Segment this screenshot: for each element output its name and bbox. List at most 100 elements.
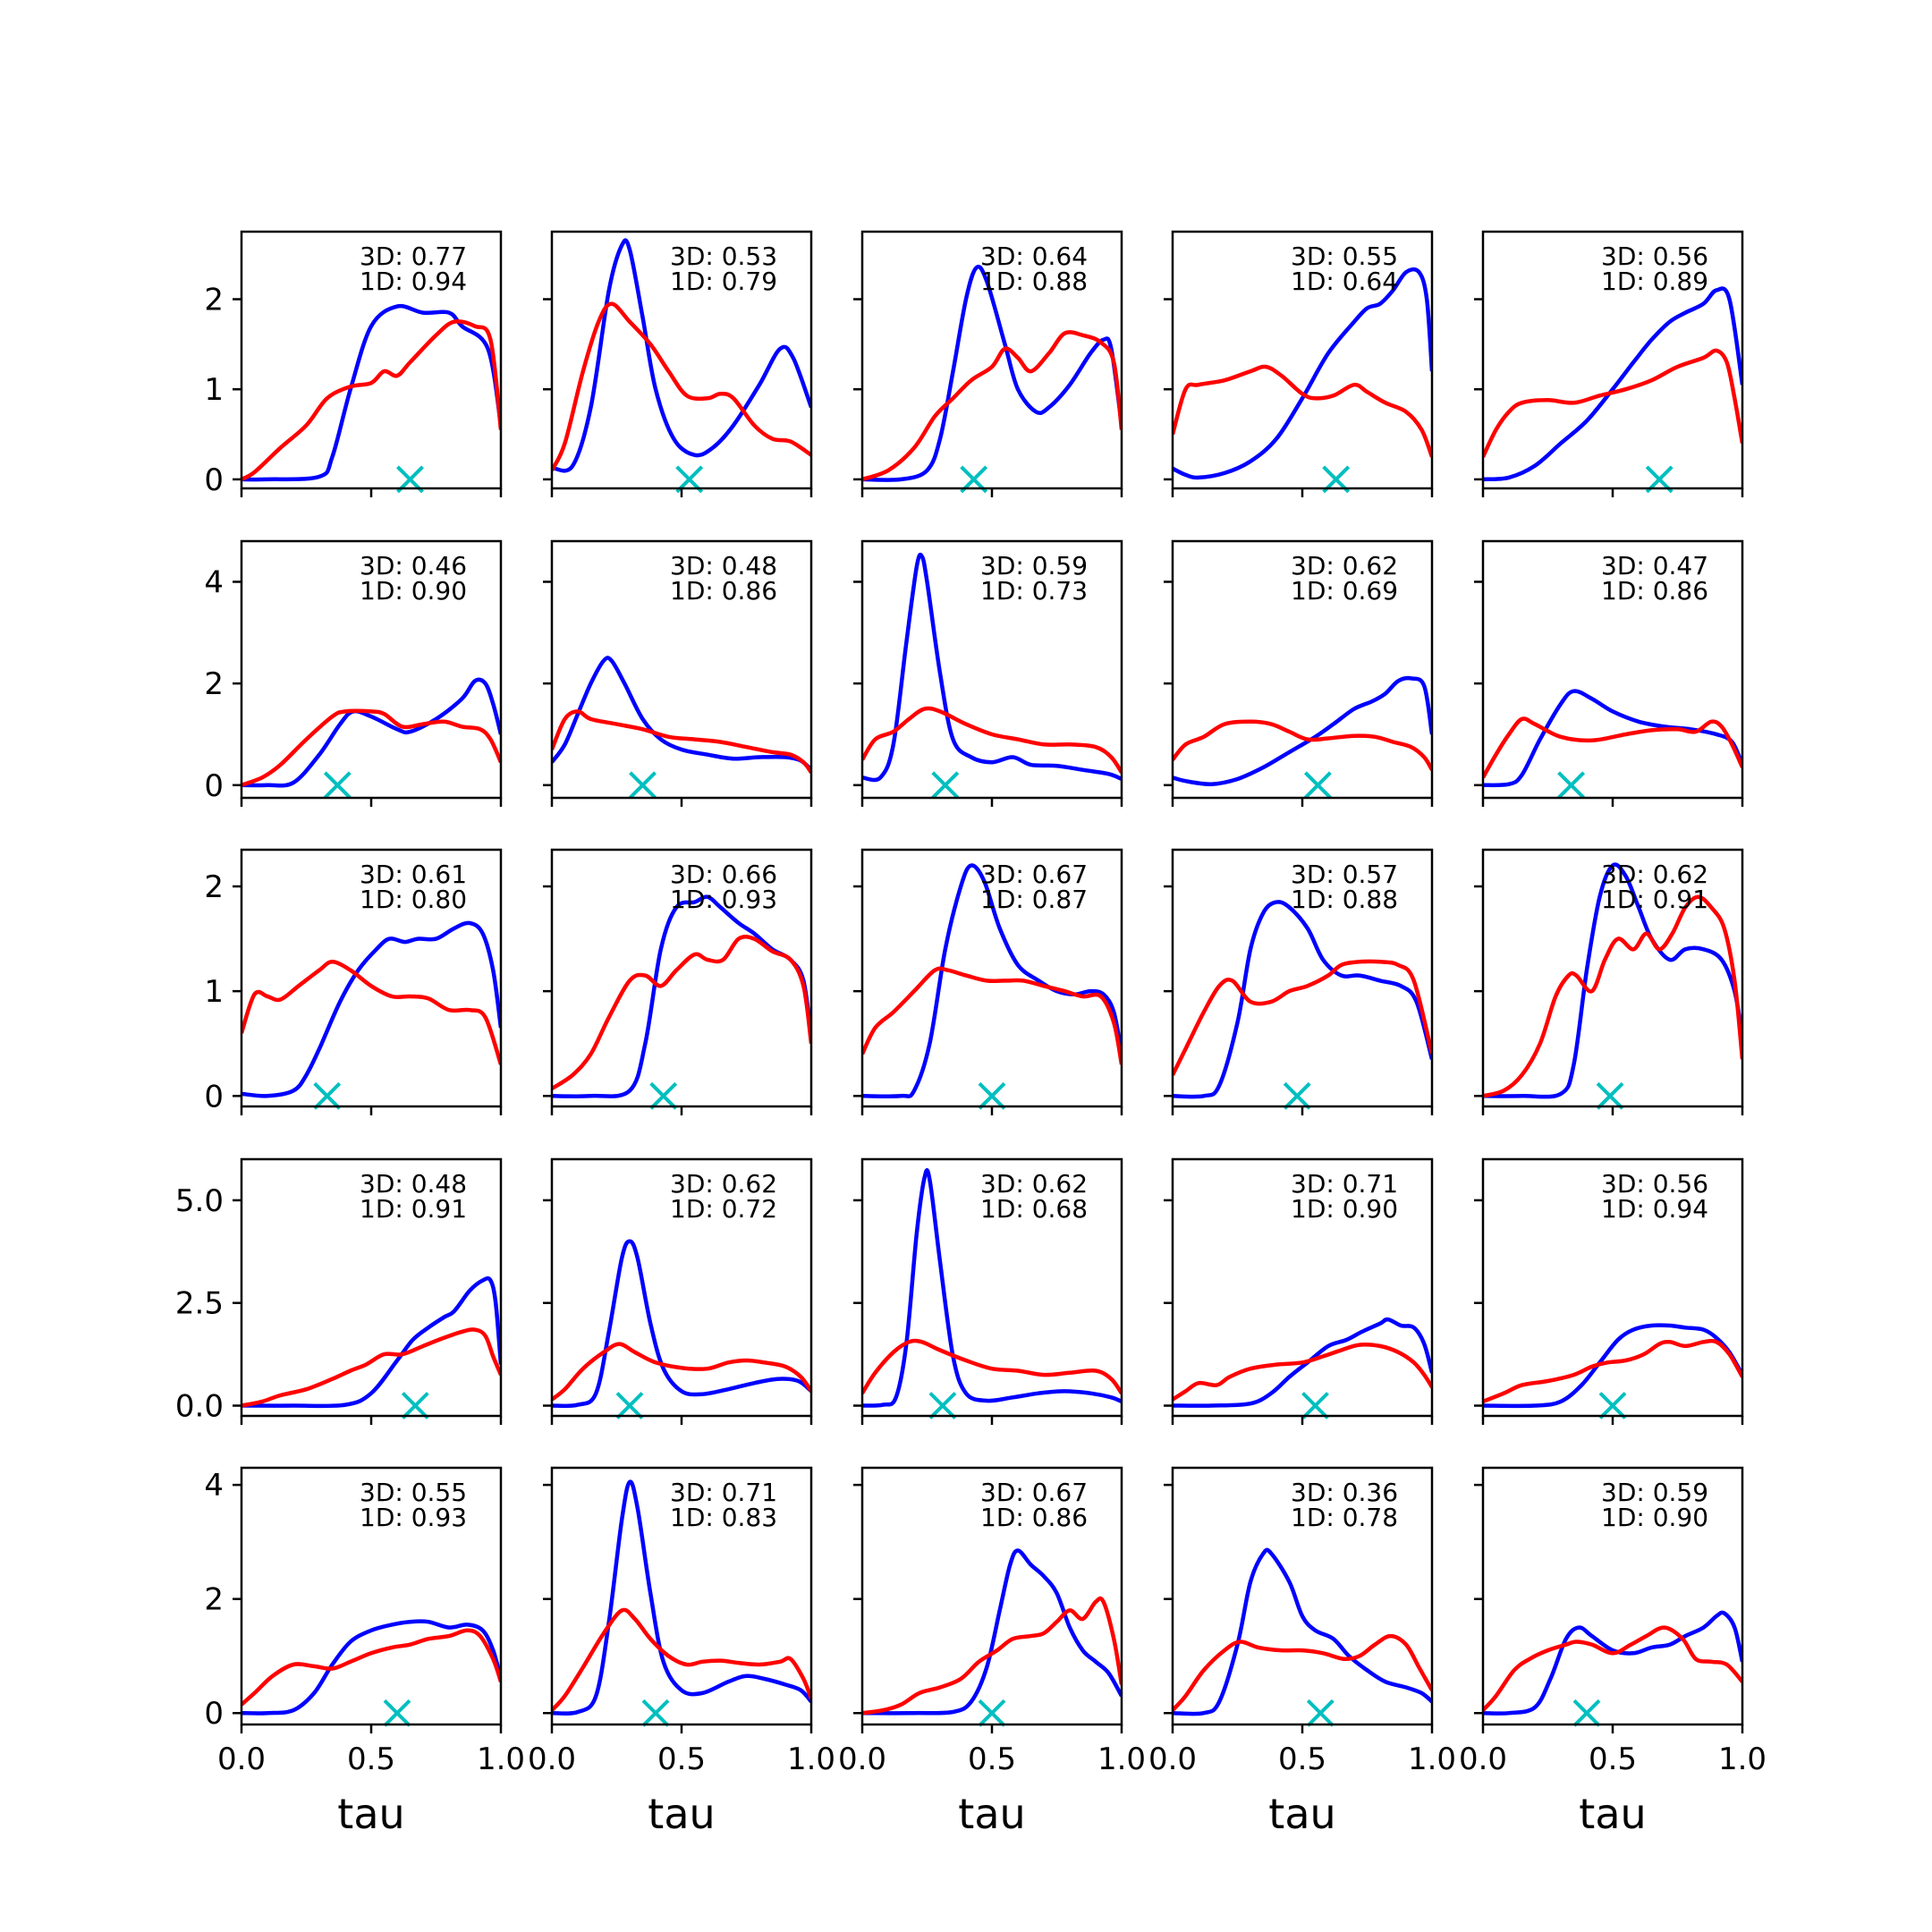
annotation-1d: 1D: 0.94 [360, 267, 467, 296]
blue-series-line [862, 264, 1122, 482]
annotation-3d: 3D: 0.62 [1291, 551, 1398, 580]
annotation-3d: 3D: 0.55 [360, 1478, 467, 1507]
y-tick-label: 0 [204, 768, 224, 804]
x-tick-label: 0.0 [1459, 1741, 1507, 1777]
x-marker [928, 1392, 957, 1419]
blue-series-line [552, 1239, 811, 1409]
x-marker [1283, 1081, 1311, 1110]
annotation-3d: 3D: 0.56 [1601, 242, 1708, 271]
annotation-1d: 1D: 0.73 [980, 576, 1088, 606]
annotation-1d: 1D: 0.78 [1291, 1503, 1398, 1532]
annotation-1d: 1D: 0.94 [1601, 1194, 1708, 1224]
annotation-3d: 3D: 0.57 [1291, 860, 1398, 889]
x-tick-label: 1.0 [1408, 1741, 1456, 1777]
annotation-1d: 1D: 0.83 [670, 1503, 777, 1532]
annotation-3d: 3D: 0.61 [360, 860, 467, 889]
annotation-1d: 1D: 0.86 [1601, 576, 1708, 606]
x-marker [641, 1699, 670, 1727]
annotation-3d: 3D: 0.62 [1601, 860, 1708, 889]
y-tick-label: 0 [204, 462, 224, 498]
y-tick-label: 1 [204, 372, 224, 408]
x-tick-label: 0.5 [1278, 1741, 1326, 1777]
annotation-3d: 3D: 0.67 [980, 860, 1088, 889]
blue-series-line [242, 920, 501, 1098]
annotation-1d: 1D: 0.86 [670, 576, 777, 606]
red-series-line [242, 960, 501, 1065]
blue-series-line [552, 1479, 811, 1716]
x-tick-label: 0.0 [838, 1741, 886, 1777]
annotation-3d: 3D: 0.46 [360, 551, 467, 580]
red-series-line [552, 709, 811, 774]
red-series-line [862, 330, 1122, 482]
annotation-3d: 3D: 0.55 [1291, 242, 1398, 271]
annotation-1d: 1D: 0.91 [1601, 885, 1708, 914]
x-tick-label: 0.0 [217, 1741, 266, 1777]
annotation-1d: 1D: 0.80 [360, 885, 467, 914]
annotation-3d: 3D: 0.71 [670, 1478, 777, 1507]
red-series-line [242, 1327, 501, 1408]
annotation-1d: 1D: 0.89 [1601, 267, 1708, 296]
annotation-1d: 1D: 0.79 [670, 267, 777, 296]
x-marker [629, 771, 657, 800]
annotation-3d: 3D: 0.48 [360, 1169, 467, 1199]
x-marker [401, 1392, 429, 1419]
blue-series-line [552, 894, 811, 1098]
red-series-line [1483, 1338, 1742, 1404]
annotation-3d: 3D: 0.67 [980, 1478, 1088, 1507]
y-tick-label: 4 [204, 1468, 224, 1504]
annotation-3d: 3D: 0.66 [670, 860, 777, 889]
blue-series-line [1483, 862, 1742, 1099]
x-axis-label: tau [1268, 1790, 1335, 1838]
x-marker [649, 1081, 678, 1110]
blue-series-line [242, 1619, 501, 1716]
annotation-1d: 1D: 0.90 [360, 576, 467, 606]
blue-series-line [1483, 1610, 1742, 1716]
red-series-line [1483, 348, 1742, 458]
x-marker [1306, 1699, 1335, 1727]
x-marker [313, 1081, 342, 1110]
annotation-3d: 3D: 0.62 [980, 1169, 1088, 1199]
x-marker [323, 771, 352, 800]
x-tick-label: 0.0 [1148, 1741, 1197, 1777]
blue-series-line [1173, 1317, 1432, 1408]
red-series-line [862, 1596, 1122, 1716]
x-marker [931, 771, 960, 800]
annotation-3d: 3D: 0.53 [670, 242, 777, 271]
red-series-line [242, 708, 501, 787]
annotation-3d: 3D: 0.36 [1291, 1478, 1398, 1507]
blue-series-line [1173, 675, 1432, 786]
x-tick-label: 0.5 [347, 1741, 395, 1777]
red-series-line [1483, 1625, 1742, 1712]
y-tick-label: 2 [204, 1582, 224, 1618]
y-tick-label: 1 [204, 974, 224, 1010]
x-axis-label: tau [1579, 1790, 1646, 1838]
x-marker [615, 1392, 644, 1419]
y-tick-label: 2.5 [175, 1286, 224, 1322]
red-series-line [1483, 716, 1742, 779]
blue-series-line [862, 1167, 1122, 1408]
blue-series-line [242, 1275, 501, 1409]
annotation-1d: 1D: 0.90 [1601, 1503, 1708, 1532]
red-series-line [1173, 719, 1432, 771]
x-axis-label: tau [958, 1790, 1025, 1838]
x-marker [978, 1081, 1006, 1110]
blue-series-line [1483, 286, 1742, 482]
annotation-3d: 3D: 0.59 [980, 551, 1088, 580]
x-marker [978, 1699, 1006, 1727]
blue-series-line [242, 303, 501, 482]
blue-series-line [1173, 900, 1432, 1099]
